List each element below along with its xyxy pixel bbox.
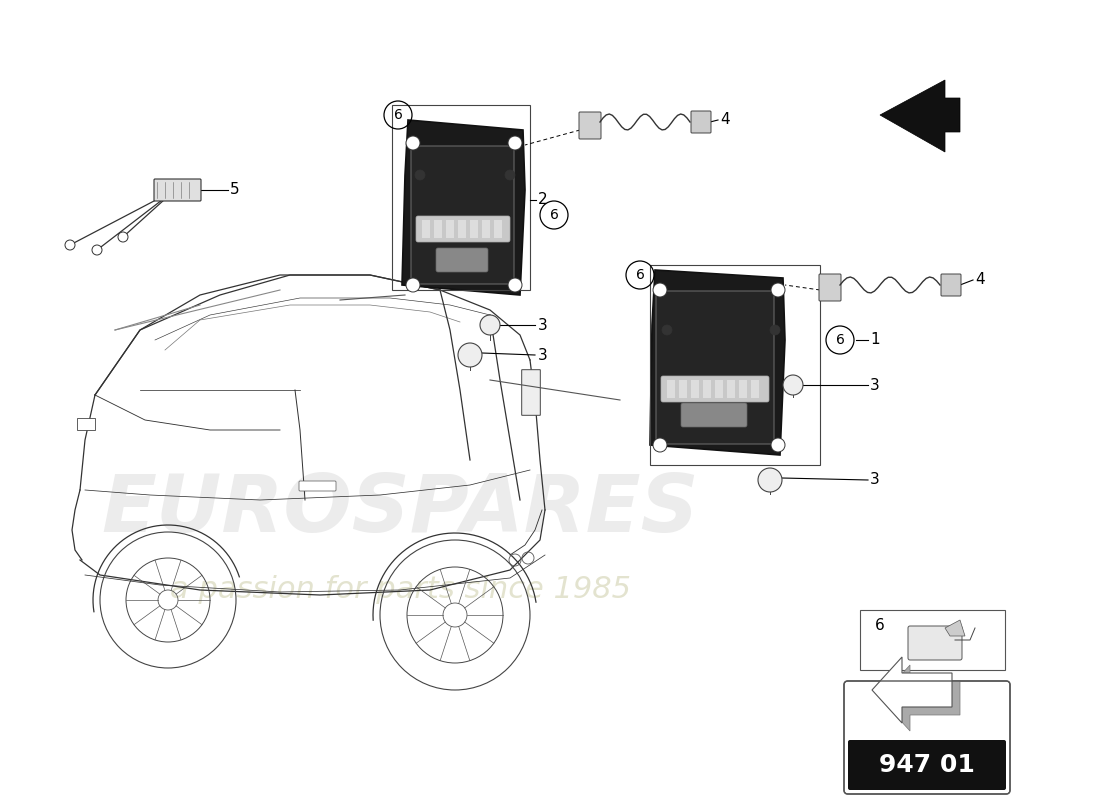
Circle shape <box>406 278 420 292</box>
Circle shape <box>458 343 482 367</box>
FancyBboxPatch shape <box>844 681 1010 794</box>
Text: 6: 6 <box>836 333 845 347</box>
Bar <box>727 380 735 398</box>
Text: EUROSPARES: EUROSPARES <box>101 471 699 549</box>
Text: 6: 6 <box>394 108 403 122</box>
Circle shape <box>771 438 785 452</box>
Bar <box>77 418 95 430</box>
Circle shape <box>662 325 672 335</box>
Bar <box>860 610 1005 670</box>
Bar <box>446 220 454 238</box>
Bar <box>691 380 698 398</box>
Text: 3: 3 <box>870 473 880 487</box>
Text: 6: 6 <box>636 268 645 282</box>
Circle shape <box>415 170 425 180</box>
FancyBboxPatch shape <box>416 216 510 242</box>
Circle shape <box>505 170 515 180</box>
Text: 4: 4 <box>975 273 984 287</box>
Text: a passion for parts since 1985: a passion for parts since 1985 <box>169 575 630 605</box>
Circle shape <box>92 245 102 255</box>
Bar <box>458 220 466 238</box>
Circle shape <box>770 325 780 335</box>
Bar <box>679 380 688 398</box>
FancyBboxPatch shape <box>154 179 201 201</box>
FancyBboxPatch shape <box>656 291 774 444</box>
Bar <box>434 220 442 238</box>
Polygon shape <box>402 120 525 295</box>
Polygon shape <box>872 657 952 723</box>
Circle shape <box>653 283 667 297</box>
Text: 6: 6 <box>874 618 884 633</box>
Bar <box>482 220 490 238</box>
Circle shape <box>771 283 785 297</box>
Circle shape <box>508 278 522 292</box>
FancyBboxPatch shape <box>681 403 747 427</box>
Text: 3: 3 <box>538 318 548 333</box>
FancyBboxPatch shape <box>521 370 540 415</box>
Text: 1: 1 <box>870 333 880 347</box>
Circle shape <box>118 232 128 242</box>
Text: 5: 5 <box>230 182 240 198</box>
Circle shape <box>480 315 501 335</box>
Bar <box>392 105 530 290</box>
Text: 947 01: 947 01 <box>879 753 975 777</box>
Circle shape <box>65 240 75 250</box>
FancyBboxPatch shape <box>579 112 601 139</box>
Text: 2: 2 <box>538 193 548 207</box>
Bar <box>667 380 675 398</box>
FancyBboxPatch shape <box>411 146 514 284</box>
Circle shape <box>653 438 667 452</box>
Bar <box>650 265 820 465</box>
FancyBboxPatch shape <box>691 111 711 133</box>
Circle shape <box>508 136 522 150</box>
Bar <box>715 380 723 398</box>
FancyBboxPatch shape <box>820 274 842 301</box>
Circle shape <box>406 136 420 150</box>
FancyBboxPatch shape <box>940 274 961 296</box>
Text: 4: 4 <box>720 113 729 127</box>
Bar <box>751 380 759 398</box>
Polygon shape <box>880 80 960 152</box>
FancyBboxPatch shape <box>436 248 488 272</box>
Circle shape <box>783 375 803 395</box>
Bar <box>422 220 430 238</box>
Text: 6: 6 <box>550 208 559 222</box>
Text: 3: 3 <box>538 347 548 362</box>
Polygon shape <box>945 620 965 636</box>
Circle shape <box>758 468 782 492</box>
FancyBboxPatch shape <box>908 626 962 660</box>
Bar <box>470 220 478 238</box>
Polygon shape <box>650 270 785 455</box>
Text: 3: 3 <box>870 378 880 393</box>
FancyBboxPatch shape <box>299 481 336 491</box>
Bar <box>703 380 711 398</box>
FancyBboxPatch shape <box>848 740 1006 790</box>
Bar <box>494 220 502 238</box>
Bar <box>739 380 747 398</box>
FancyBboxPatch shape <box>661 376 769 402</box>
Polygon shape <box>880 665 960 731</box>
